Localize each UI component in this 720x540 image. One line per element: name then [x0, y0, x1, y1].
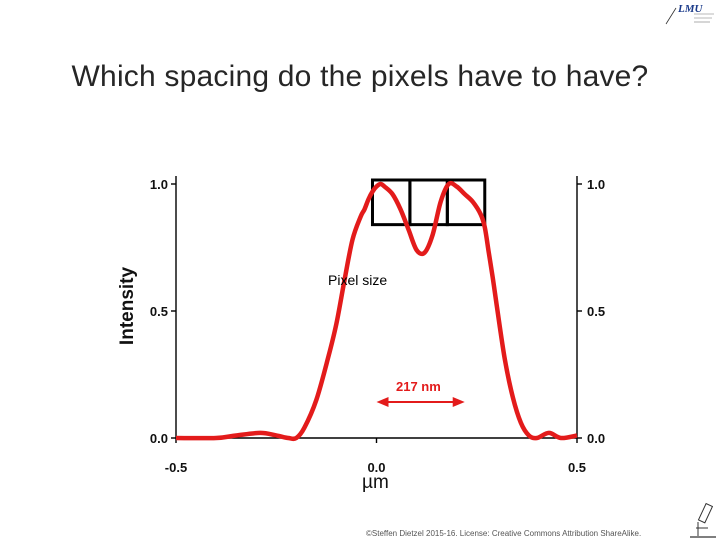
dimension-arrow-layer	[376, 397, 465, 407]
y-tick-label-left: 1.0	[150, 177, 168, 192]
y-tick-label-left: 0.0	[150, 431, 168, 446]
pixel-box	[445, 178, 487, 227]
x-axis-label: µm	[362, 472, 389, 493]
y-tick-label-left: 0.5	[150, 304, 168, 319]
y-axis-label: Intensity	[117, 266, 138, 346]
slide-title: Which spacing do the pixels have to have…	[71, 60, 649, 93]
intensity-curve	[175, 180, 578, 442]
x-tick-label: 0.0	[367, 460, 385, 475]
x-tick-label: 0.5	[568, 460, 586, 475]
dimension-arrow-head-left	[376, 397, 389, 407]
dimension-arrow-head-right	[452, 397, 465, 407]
university-logo-icon: LMU	[665, 3, 714, 25]
y-tick-label-right: 1.0	[587, 177, 605, 192]
x-tick-label: -0.5	[165, 460, 187, 475]
curve-layer	[175, 180, 578, 442]
pixel-boxes-layer	[370, 178, 487, 227]
dimension-label: 217 nm	[396, 379, 441, 394]
microscope-icon	[690, 502, 716, 538]
pixel-size-label: Pixel size	[328, 272, 388, 288]
logo-text: LMU	[677, 3, 704, 15]
y-tick-label-right: 0.0	[587, 431, 605, 446]
tick-labels-layer: -0.5 0.0 0.50.00.51.00.00.51.0	[150, 177, 605, 475]
axes-layer	[171, 176, 582, 443]
y-tick-label-right: 0.5	[587, 304, 605, 319]
license-footer: ©Steffen Dietzel 2015-16. License: Creat…	[366, 529, 642, 538]
